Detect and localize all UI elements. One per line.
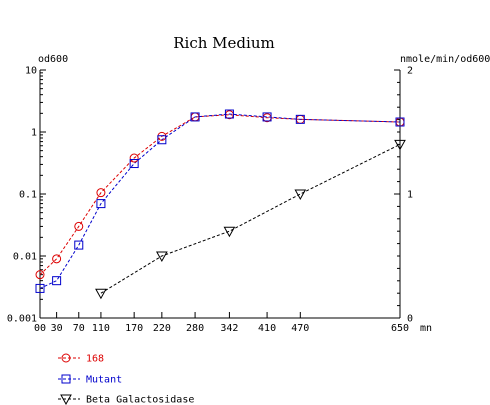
legend-marker xyxy=(60,394,72,405)
chart-title: Rich Medium xyxy=(173,34,274,52)
data-point xyxy=(155,251,168,263)
right-tick-label: 2 xyxy=(407,66,413,77)
data-point xyxy=(35,283,45,293)
legend: 168 Mutant Beta Galactosidase xyxy=(58,353,194,405)
legend-label: Mutant xyxy=(86,375,122,386)
data-point xyxy=(129,153,139,163)
right-tick-label: 0 xyxy=(407,314,413,325)
x-tick-label: 342 xyxy=(220,323,238,334)
data-point xyxy=(129,159,139,169)
series-line xyxy=(39,114,401,276)
left-tick-label: 1 xyxy=(31,128,37,139)
data-point xyxy=(52,276,62,286)
right-tick-label: 1 xyxy=(407,190,413,201)
data-point xyxy=(35,270,45,280)
right-axis-label: nmole/min/od600 xyxy=(400,54,490,65)
x-tick-label: 00 xyxy=(34,323,46,334)
data-point xyxy=(74,240,84,250)
legend-label: 168 xyxy=(86,354,104,365)
x-tick-label: 470 xyxy=(291,323,309,334)
data-point xyxy=(223,226,236,238)
left-tick-label: 0.001 xyxy=(7,314,37,325)
x-tick-label: 30 xyxy=(51,323,63,334)
data-point xyxy=(294,189,307,201)
legend-marker xyxy=(61,374,71,384)
x-tick-label: 70 xyxy=(73,323,85,334)
data-point xyxy=(95,288,107,300)
left-tick-label: 0.1 xyxy=(19,190,37,201)
x-tick-label: 170 xyxy=(125,323,143,334)
data-point xyxy=(96,199,106,209)
x-tick-label: 280 xyxy=(186,323,204,334)
data-point xyxy=(157,135,167,145)
left-axis-label: od600 xyxy=(38,54,68,65)
data-point xyxy=(394,139,406,151)
x-tick-label: 110 xyxy=(92,323,110,334)
data-point xyxy=(295,114,305,124)
x-tick-label: 650 xyxy=(391,323,409,334)
series-lines xyxy=(39,113,401,294)
data-point xyxy=(224,109,234,119)
data-point xyxy=(395,117,405,127)
data-point xyxy=(190,112,200,122)
data-point xyxy=(96,188,106,198)
x-unit-label: mn xyxy=(420,323,432,334)
x-tick-label: 220 xyxy=(153,323,171,334)
data-point xyxy=(74,221,84,231)
legend-marker xyxy=(61,353,71,363)
left-tick-label: 10 xyxy=(25,66,37,77)
legend-label: Beta Galactosidase xyxy=(86,395,194,405)
x-tick-label: 410 xyxy=(258,323,276,334)
left-tick-label: 0.01 xyxy=(13,252,37,263)
data-point xyxy=(52,254,62,264)
series-line xyxy=(39,113,401,289)
series-line xyxy=(100,143,401,294)
series-markers xyxy=(35,109,406,300)
data-point xyxy=(262,112,272,122)
